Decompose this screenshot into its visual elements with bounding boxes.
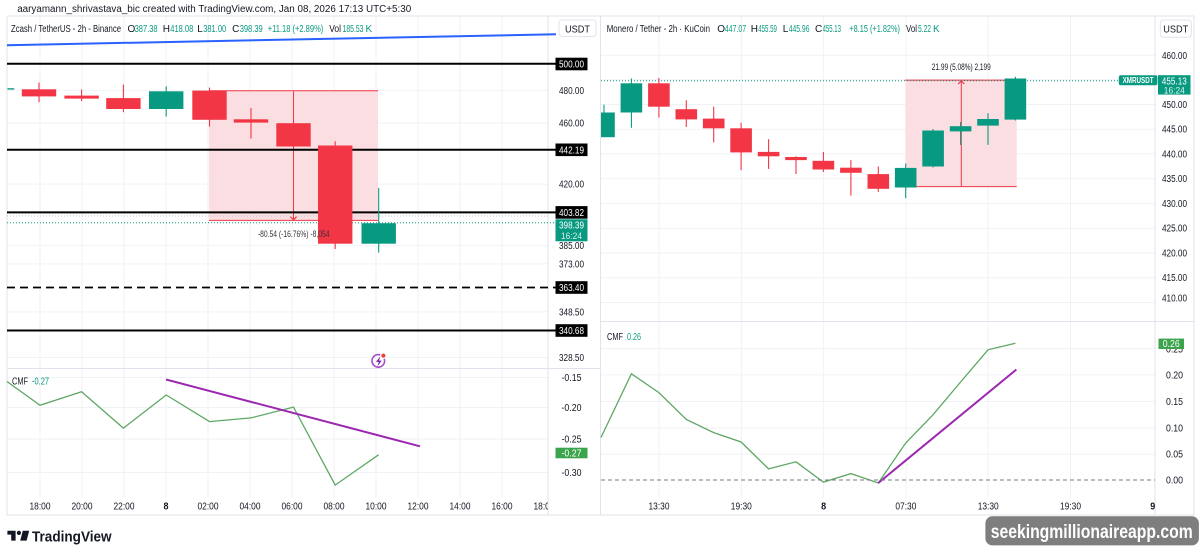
svg-text:0.26: 0.26 <box>1163 339 1180 350</box>
svg-text:0.25: 0.25 <box>1166 344 1183 355</box>
svg-text:H: H <box>751 24 758 35</box>
svg-text:363.40: 363.40 <box>559 283 584 294</box>
svg-text:185.53: 185.53 <box>343 24 364 35</box>
svg-text:Monero / Tether - 2h · KuCoin: Monero / Tether - 2h · KuCoin <box>607 24 710 35</box>
svg-text:450.00: 450.00 <box>1162 100 1187 111</box>
svg-text:H: H <box>163 24 170 35</box>
svg-text:455.59: 455.59 <box>758 24 777 35</box>
svg-text:13:30: 13:30 <box>649 502 670 513</box>
svg-text:L: L <box>197 24 203 35</box>
svg-text:425.00: 425.00 <box>1162 224 1187 235</box>
svg-text:9: 9 <box>1150 502 1155 513</box>
svg-text:L: L <box>783 24 789 35</box>
svg-text:Vol: Vol <box>906 24 917 35</box>
svg-text:460.00: 460.00 <box>559 119 584 130</box>
svg-text:455.13: 455.13 <box>1162 76 1187 87</box>
svg-text:13:30: 13:30 <box>978 502 999 513</box>
svg-text:16:24: 16:24 <box>561 231 582 241</box>
svg-text:381.00: 381.00 <box>203 24 226 35</box>
svg-text:480.00: 480.00 <box>559 86 584 97</box>
svg-text:CMF: CMF <box>607 332 623 343</box>
svg-text:21.99 (5.08%) 2,199: 21.99 (5.08%) 2,199 <box>932 62 991 73</box>
svg-text:430.00: 430.00 <box>1162 199 1187 210</box>
svg-text:06:00: 06:00 <box>282 502 303 513</box>
svg-text:340.68: 340.68 <box>559 326 584 337</box>
svg-text:USDT: USDT <box>565 24 590 35</box>
svg-text:07:30: 07:30 <box>895 502 916 513</box>
svg-text:-0.27: -0.27 <box>32 377 49 388</box>
svg-text:18:00: 18:00 <box>534 502 555 513</box>
svg-text:08:00: 08:00 <box>324 502 345 513</box>
svg-text:440.00: 440.00 <box>1162 150 1187 161</box>
svg-text:442.19: 442.19 <box>559 145 584 156</box>
svg-text:C: C <box>815 24 822 35</box>
svg-text:Zcash / TetherUS - 2h - Binanc: Zcash / TetherUS - 2h - Binance <box>11 24 121 35</box>
svg-text:328.50: 328.50 <box>559 353 584 364</box>
svg-text:16:00: 16:00 <box>492 502 513 513</box>
svg-text:-0.27: -0.27 <box>562 448 582 459</box>
svg-text:K: K <box>366 24 373 35</box>
svg-text:O: O <box>128 24 136 35</box>
svg-text:19:30: 19:30 <box>1060 502 1081 513</box>
svg-text:O: O <box>717 24 725 35</box>
svg-text:-0.30: -0.30 <box>562 468 582 479</box>
svg-text:18:00: 18:00 <box>30 502 51 513</box>
svg-text:0.20: 0.20 <box>1166 370 1183 381</box>
svg-text:447.07: 447.07 <box>725 24 747 35</box>
svg-text:415.00: 415.00 <box>1162 273 1187 284</box>
svg-text:TradingView: TradingView <box>32 529 112 546</box>
svg-text:seekingmillionaireapp.com: seekingmillionaireapp.com <box>991 521 1193 543</box>
svg-text:02:00: 02:00 <box>198 502 219 513</box>
svg-text:8: 8 <box>821 502 826 513</box>
svg-text:348.50: 348.50 <box>559 307 584 318</box>
svg-text:0.10: 0.10 <box>1166 424 1183 435</box>
svg-text:+11.18 (+2.89%): +11.18 (+2.89%) <box>268 24 324 35</box>
svg-text:Vol: Vol <box>329 24 341 35</box>
svg-text:K: K <box>933 24 940 35</box>
svg-text:0.00: 0.00 <box>1166 476 1183 487</box>
svg-text:445.00: 445.00 <box>1162 125 1187 136</box>
svg-text:-0.20: -0.20 <box>562 403 582 414</box>
svg-text:435.00: 435.00 <box>1162 174 1187 185</box>
svg-text:-0.15: -0.15 <box>562 373 582 384</box>
svg-text:04:00: 04:00 <box>240 502 261 513</box>
svg-text:16:24: 16:24 <box>1164 85 1185 95</box>
svg-text:410.00: 410.00 <box>1162 294 1187 305</box>
svg-text:12:00: 12:00 <box>408 502 429 513</box>
svg-text:403.82: 403.82 <box>559 208 584 219</box>
svg-text:19:30: 19:30 <box>731 502 752 513</box>
svg-text:C: C <box>232 24 239 35</box>
svg-text:385.00: 385.00 <box>559 241 584 252</box>
svg-text:0.15: 0.15 <box>1166 397 1183 408</box>
svg-text:500.00: 500.00 <box>559 60 584 71</box>
svg-text:455.13: 455.13 <box>823 24 842 35</box>
svg-text:420.00: 420.00 <box>559 180 584 191</box>
svg-text:+8.15 (+1.82%): +8.15 (+1.82%) <box>849 24 900 35</box>
svg-text:14:00: 14:00 <box>450 502 471 513</box>
svg-text:0.05: 0.05 <box>1166 450 1183 461</box>
svg-text:USDT: USDT <box>1163 25 1188 36</box>
svg-text:398.39: 398.39 <box>559 221 584 232</box>
svg-text:445.96: 445.96 <box>789 24 810 35</box>
svg-text:22:00: 22:00 <box>114 502 135 513</box>
svg-text:0.26: 0.26 <box>627 332 641 343</box>
svg-text:418.08: 418.08 <box>170 24 193 35</box>
svg-text:-0.25: -0.25 <box>562 435 582 446</box>
svg-text:CMF: CMF <box>12 377 28 388</box>
svg-text:387.38: 387.38 <box>135 24 158 35</box>
svg-text:20:00: 20:00 <box>72 502 93 513</box>
svg-text:373.00: 373.00 <box>559 259 584 270</box>
svg-text:5.22: 5.22 <box>918 24 931 35</box>
svg-text:aaryamann_shrivastava_bic crea: aaryamann_shrivastava_bic created with T… <box>17 4 411 15</box>
svg-text:398.39: 398.39 <box>240 24 263 35</box>
svg-text:420.00: 420.00 <box>1162 249 1187 260</box>
svg-text:10:00: 10:00 <box>366 502 387 513</box>
svg-text:XMRUSDT: XMRUSDT <box>1123 76 1154 85</box>
svg-text:-80.54 (-16.76%) -8,054: -80.54 (-16.76%) -8,054 <box>258 229 330 240</box>
svg-text:460.00: 460.00 <box>1162 51 1187 62</box>
svg-text:8: 8 <box>164 502 169 513</box>
